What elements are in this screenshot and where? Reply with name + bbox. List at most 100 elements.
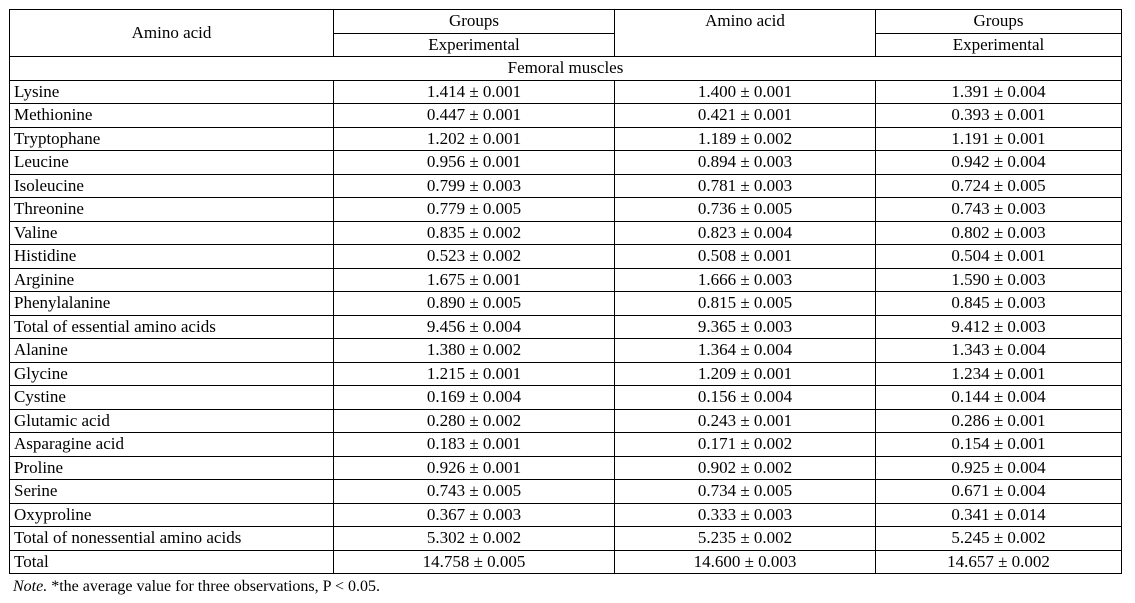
value-column-3: 0.815 ± 0.005 <box>614 291 876 316</box>
table-row: Leucine 0.956 ± 0.001 0.894 ± 0.003 0.942 ±… <box>9 150 1122 175</box>
header-experimental-1: Experimental <box>333 32 615 57</box>
table-row: Arginine 1.675 ± 0.001 1.666 ± 0.003 1.590 … <box>9 267 1122 292</box>
table-row: Histidine 0.523 ± 0.002 0.508 ± 0.001 0.504… <box>9 244 1122 269</box>
amino-acid-table: Amino acid Groups Amino acid Groups Expe… <box>9 9 1122 574</box>
value-experimental-2: 0.942 ± 0.004 <box>875 150 1122 175</box>
header-amino-acid-2: Amino acid <box>614 9 876 57</box>
value-experimental-1: 14.758 ± 0.005 <box>333 549 615 574</box>
value-experimental-2: 0.845 ± 0.003 <box>875 291 1122 316</box>
value-experimental-1: 0.956 ± 0.001 <box>333 150 615 175</box>
amino-acid-name: Isoleucine <box>9 173 334 198</box>
value-column-3: 0.333 ± 0.003 <box>614 502 876 527</box>
value-experimental-1: 9.456 ± 0.004 <box>333 314 615 339</box>
amino-acid-name: Threonine <box>9 197 334 222</box>
table-row: Phenylalanine 0.890 ± 0.005 0.815 ± 0.005 0… <box>9 291 1122 316</box>
value-experimental-2: 0.341 ± 0.014 <box>875 502 1122 527</box>
table-row: Oxyproline 0.367 ± 0.003 0.333 ± 0.003 0.34… <box>9 502 1122 527</box>
amino-acid-name: Leucine <box>9 150 334 175</box>
header-experimental-2: Experimental <box>875 32 1122 57</box>
value-experimental-2: 1.234 ± 0.001 <box>875 361 1122 386</box>
value-experimental-1: 1.202 ± 0.001 <box>333 126 615 151</box>
table-row: Threonine 0.779 ± 0.005 0.736 ± 0.005 0.743… <box>9 197 1122 222</box>
value-experimental-2: 0.393 ± 0.001 <box>875 103 1122 128</box>
table-row: Tryptophane 1.202 ± 0.001 1.189 ± 0.002 1.1… <box>9 126 1122 151</box>
header-groups-1: Groups <box>333 9 615 34</box>
value-column-3: 0.902 ± 0.002 <box>614 455 876 480</box>
value-column-3: 0.508 ± 0.001 <box>614 244 876 269</box>
amino-acid-name: Lysine <box>9 79 334 104</box>
value-experimental-2: 0.286 ± 0.001 <box>875 408 1122 433</box>
value-experimental-2: 0.925 ± 0.004 <box>875 455 1122 480</box>
table-note: Note. *the average value for three obser… <box>9 577 1121 597</box>
value-experimental-1: 5.302 ± 0.002 <box>333 526 615 551</box>
value-column-3: 0.156 ± 0.004 <box>614 385 876 410</box>
value-experimental-1: 0.183 ± 0.001 <box>333 432 615 457</box>
amino-acid-name: Arginine <box>9 267 334 292</box>
amino-acid-name: Phenylalanine <box>9 291 334 316</box>
table-row: Total of essential amino acids 9.456 ± 0.… <box>9 314 1122 339</box>
table-row: Lysine 1.414 ± 0.001 1.400 ± 0.001 1.391 ± … <box>9 79 1122 104</box>
value-experimental-2: 1.391 ± 0.004 <box>875 79 1122 104</box>
value-column-3: 0.243 ± 0.001 <box>614 408 876 433</box>
header-row-top: Amino acid Groups Amino acid Groups <box>9 9 1122 57</box>
value-column-3: 9.365 ± 0.003 <box>614 314 876 339</box>
amino-acid-name: Glycine <box>9 361 334 386</box>
value-column-3: 0.781 ± 0.003 <box>614 173 876 198</box>
value-experimental-1: 0.280 ± 0.002 <box>333 408 615 433</box>
header-groups-2: Groups <box>875 9 1122 34</box>
value-experimental-2: 0.504 ± 0.001 <box>875 244 1122 269</box>
amino-acid-name: Proline <box>9 455 334 480</box>
value-column-3: 0.894 ± 0.003 <box>614 150 876 175</box>
value-column-3: 0.736 ± 0.005 <box>614 197 876 222</box>
note-text: *the average value for three observation… <box>47 578 380 595</box>
value-column-3: 0.823 ± 0.004 <box>614 220 876 245</box>
value-column-3: 1.400 ± 0.001 <box>614 79 876 104</box>
table-row: Asparagine acid 0.183 ± 0.001 0.171 ± 0.00… <box>9 432 1122 457</box>
value-experimental-2: 1.343 ± 0.004 <box>875 338 1122 363</box>
value-experimental-1: 1.215 ± 0.001 <box>333 361 615 386</box>
value-experimental-1: 0.799 ± 0.003 <box>333 173 615 198</box>
table-row: Methionine 0.447 ± 0.001 0.421 ± 0.001 0.39… <box>9 103 1122 128</box>
value-experimental-1: 0.779 ± 0.005 <box>333 197 615 222</box>
value-experimental-2: 1.191 ± 0.001 <box>875 126 1122 151</box>
section-row: Femoral muscles <box>9 56 1122 81</box>
value-experimental-1: 0.523 ± 0.002 <box>333 244 615 269</box>
header-row-sub: Experimental Experimental <box>10 32 1122 57</box>
value-experimental-1: 1.414 ± 0.001 <box>333 79 615 104</box>
value-experimental-1: 0.890 ± 0.005 <box>333 291 615 316</box>
value-experimental-1: 0.169 ± 0.004 <box>333 385 615 410</box>
header-amino-acid: Amino acid <box>9 9 334 57</box>
value-experimental-1: 0.835 ± 0.002 <box>333 220 615 245</box>
value-experimental-2: 9.412 ± 0.003 <box>875 314 1122 339</box>
amino-acid-name: Serine <box>9 479 334 504</box>
value-experimental-1: 0.367 ± 0.003 <box>333 502 615 527</box>
amino-acid-name: Tryptophane <box>9 126 334 151</box>
value-column-3: 0.734 ± 0.005 <box>614 479 876 504</box>
amino-acid-name: Cystine <box>9 385 334 410</box>
value-experimental-2: 0.671 ± 0.004 <box>875 479 1122 504</box>
table-row: Cystine 0.169 ± 0.004 0.156 ± 0.004 0.144 ±… <box>9 385 1122 410</box>
value-column-3: 1.666 ± 0.003 <box>614 267 876 292</box>
table-row: Total of nonessential amino acids 5.302 ±… <box>9 526 1122 551</box>
table-row: Isoleucine 0.799 ± 0.003 0.781 ± 0.003 0.72… <box>9 173 1122 198</box>
value-experimental-2: 0.802 ± 0.003 <box>875 220 1122 245</box>
amino-acid-name: Total of essential amino acids <box>9 314 334 339</box>
amino-acid-name: Oxyproline <box>9 502 334 527</box>
value-column-3: 1.364 ± 0.004 <box>614 338 876 363</box>
value-experimental-1: 0.447 ± 0.001 <box>333 103 615 128</box>
value-column-3: 0.421 ± 0.001 <box>614 103 876 128</box>
amino-acid-name: Valine <box>9 220 334 245</box>
table-row: Valine 0.835 ± 0.002 0.823 ± 0.004 0.802 ± … <box>9 220 1122 245</box>
value-experimental-2: 0.154 ± 0.001 <box>875 432 1122 457</box>
value-experimental-2: 0.724 ± 0.005 <box>875 173 1122 198</box>
amino-acid-name: Glutamic acid <box>9 408 334 433</box>
amino-acid-name: Methionine <box>9 103 334 128</box>
document: Amino acid Groups Amino acid Groups Expe… <box>9 9 1122 597</box>
value-experimental-1: 0.926 ± 0.001 <box>333 455 615 480</box>
value-column-3: 0.171 ± 0.002 <box>614 432 876 457</box>
table-row: Alanine 1.380 ± 0.002 1.364 ± 0.004 1.343 ±… <box>9 338 1122 363</box>
value-experimental-1: 0.743 ± 0.005 <box>333 479 615 504</box>
value-column-3: 1.209 ± 0.001 <box>614 361 876 386</box>
amino-acid-name: Total <box>9 549 334 574</box>
section-title: Femoral muscles <box>9 56 1122 81</box>
